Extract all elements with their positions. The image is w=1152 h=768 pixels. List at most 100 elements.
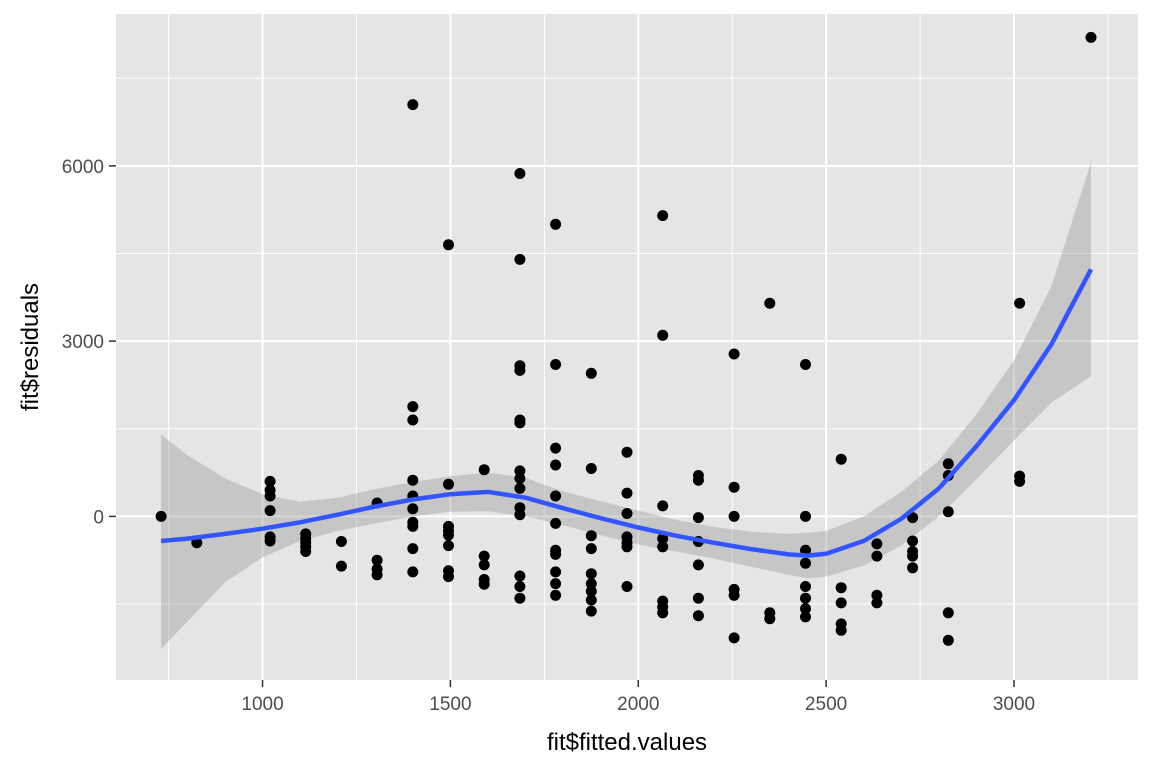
data-point: [550, 589, 562, 601]
data-point: [585, 543, 597, 555]
data-point: [585, 585, 597, 597]
x-tick-label: 3000: [993, 694, 1035, 715]
data-point: [407, 99, 419, 111]
data-point: [514, 570, 526, 582]
data-point: [514, 581, 526, 592]
data-point: [835, 624, 847, 636]
data-point: [621, 446, 633, 458]
data-point: [407, 543, 419, 555]
data-point: [942, 607, 954, 619]
data-point: [550, 218, 562, 230]
x-axis-title: fit$fitted.values: [547, 729, 707, 756]
data-point: [550, 442, 562, 454]
data-point: [514, 253, 526, 265]
data-point: [550, 517, 562, 529]
data-point: [728, 510, 740, 522]
data-point: [585, 463, 597, 474]
data-point: [942, 634, 954, 646]
data-point: [621, 541, 633, 553]
data-point: [800, 557, 811, 569]
data-point: [621, 508, 633, 519]
data-point: [800, 359, 811, 370]
data-point: [514, 482, 526, 494]
data-point: [657, 210, 669, 222]
data-point: [443, 239, 454, 251]
confidence-band: [161, 162, 1092, 649]
data-point: [657, 533, 669, 545]
data-point: [800, 603, 811, 615]
data-point: [800, 510, 811, 522]
data-point: [871, 589, 883, 601]
data-point: [550, 548, 562, 560]
data-point: [657, 541, 669, 553]
data-point: [550, 566, 562, 578]
data-point: [692, 512, 704, 524]
y-axis-title: fit$residuals: [17, 283, 44, 411]
data-point: [800, 611, 811, 623]
data-point: [585, 605, 597, 617]
data-point: [443, 571, 454, 583]
data-point: [871, 597, 883, 609]
data-point: [514, 417, 526, 429]
data-point: [835, 597, 847, 609]
data-point: [264, 475, 276, 487]
x-tick-label: 2000: [617, 694, 659, 715]
data-point: [550, 490, 562, 502]
data-point: [728, 348, 740, 360]
data-point: [907, 535, 919, 547]
data-point: [585, 578, 597, 590]
data-point: [371, 554, 383, 566]
data-point: [264, 535, 276, 547]
data-point: [264, 490, 276, 502]
data-point: [871, 538, 883, 550]
data-point: [514, 472, 526, 484]
data-point: [800, 592, 811, 604]
data-point: [478, 464, 490, 476]
data-point: [907, 562, 919, 574]
major-gridlines: [116, 14, 1138, 680]
data-point: [407, 414, 419, 426]
data-point: [657, 329, 669, 341]
data-point: [585, 594, 597, 606]
data-point: [550, 578, 562, 590]
data-point: [407, 566, 419, 578]
x-tick-label: 2500: [805, 694, 847, 715]
data-point: [1014, 475, 1026, 487]
data-point: [728, 632, 740, 644]
data-point: [407, 474, 419, 486]
y-tick-label: 3000: [62, 332, 104, 353]
data-point: [514, 168, 526, 179]
data-point: [621, 581, 633, 592]
data-point: [550, 359, 562, 370]
data-point: [443, 478, 454, 490]
data-points: [155, 31, 1097, 646]
data-point: [835, 453, 847, 465]
data-point: [443, 529, 454, 541]
data-point: [585, 568, 597, 580]
data-point: [657, 607, 669, 619]
data-point: [1085, 31, 1097, 43]
data-point: [692, 610, 704, 622]
minor-gridlines: [116, 14, 1138, 680]
data-point: [621, 487, 633, 499]
data-point: [800, 581, 811, 592]
data-point: [657, 500, 669, 512]
data-point: [514, 364, 526, 376]
data-point: [835, 582, 847, 594]
data-point: [942, 458, 954, 470]
data-point: [550, 459, 562, 471]
data-point: [907, 512, 919, 524]
data-point: [942, 506, 954, 518]
data-point: [300, 546, 312, 557]
data-point: [478, 550, 490, 562]
data-point: [585, 367, 597, 379]
data-point: [407, 401, 419, 413]
data-point: [478, 559, 490, 571]
smooth-line: [160, 268, 1093, 558]
data-point: [407, 520, 419, 532]
data-point: [692, 559, 704, 571]
data-point: [728, 589, 740, 601]
data-point: [871, 550, 883, 562]
data-point: [407, 503, 419, 515]
data-point: [728, 481, 740, 493]
